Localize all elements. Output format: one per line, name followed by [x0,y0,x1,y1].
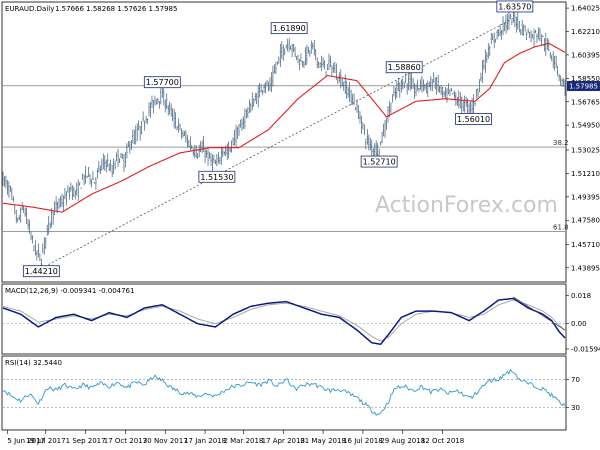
price-annotation-label: 1.51530 [200,173,233,182]
price-annotation-label: 1.61890 [273,24,306,33]
x-tick-label: 19 Jul 2017 [26,437,66,445]
x-tick-label: 17 Oct 2017 [104,437,147,445]
rsi-title: RSI(14) 32.5440 [5,359,62,367]
x-tick-label: 2 Mar 2018 [223,437,263,445]
price-annotation-box [455,113,492,125]
x-tick-label: 12 Oct 2018 [421,437,464,445]
price-levels: 38.2 61.8 [3,85,569,232]
x-tick-label: 17 Jan 2018 [184,437,226,445]
macd-panel: MACD(12,26,9) -0.009341 -0.004761 0.0180… [1,283,600,355]
x-tick-label: 5 Jun 2017 [7,437,45,445]
price-y-axis: 1.64025 1.62210 1.60395 1.58550 1.56765 1.549… [566,5,600,272]
rsi-panel-frame [1,355,567,431]
price-y-tick-label: 1.60395 [571,51,600,59]
price-annotation-label: 1.44210 [25,267,58,276]
macd-title: MACD(12,26,9) -0.009341 -0.004761 [5,287,134,295]
macd-y-axis: 0.018 0.00 -0.015941 [566,292,600,353]
price-annotation-box [360,155,398,168]
fib-level-label: 38.2 [553,139,569,147]
x-tick-label: 30 Nov 2017 [143,437,188,445]
x-tick-label: 16 Jul 2018 [343,437,383,445]
macd-y-tick-label: 0.018 [571,292,591,300]
price-annotation-label: 1.57700 [146,78,179,87]
price-y-tick-label: 1.64025 [571,5,600,13]
symbol-label: EURAUD.Daily [5,5,54,13]
current-price-box [567,81,600,92]
price-series [2,7,566,267]
x-tick-label: 29 Aug 2018 [380,437,425,445]
x-tick-label: 17 Apr 2018 [262,437,305,445]
current-price-label: 1.57985 [569,83,598,91]
price-trendline [41,17,516,269]
price-y-tick-label: 1.62210 [571,28,600,36]
rsi-panel: RSI(14) 32.5440 70 30 [1,355,580,431]
price-y-tick-label: 1.51210 [571,170,600,178]
price-annotation-label: 1.52710 [363,158,396,167]
macd-y-tick-label: -0.015941 [571,345,600,353]
macd-y-tick-label: 0.00 [571,320,587,328]
price-y-tick-label: 1.43895 [571,264,600,272]
price-panel-frame [1,1,567,283]
price-annotation-label: 1.58860 [388,63,421,72]
x-tick-label: 1 Sep 2017 [66,437,106,445]
price-y-tick-label: 1.53025 [571,146,600,154]
price-annotations: 1.44210 1.57700 1.51530 1.61890 1.52710 1.588… [22,0,534,278]
price-annotation-box [385,61,423,74]
macd-panel-frame [1,283,567,355]
rsi-y-tick-label: 70 [571,376,580,384]
x-tick-label: 31 May 2018 [300,437,346,445]
price-y-tick-label: 1.47580 [571,217,600,225]
macd-trendline [513,296,566,331]
price-y-tick-label: 1.56765 [571,98,600,106]
price-annotation-box [22,265,60,278]
macd-line [2,297,566,346]
price-panel: EURAUD.Daily 1.57666 1.58268 1.57626 1.5… [1,0,600,283]
rsi-y-axis: 70 30 [566,376,580,412]
rsi-y-tick-label: 30 [571,404,580,412]
price-annotation-box [198,170,236,183]
price-y-tick-label: 1.54950 [571,122,600,130]
price-annotation-label: 1.63570 [498,2,531,11]
price-y-tick-label: 1.58550 [571,75,600,83]
ohlc-readout: 1.57666 1.58268 1.57626 1.57985 [55,5,177,13]
moving-average-line [2,42,566,213]
price-y-tick-label: 1.45710 [571,241,600,249]
price-annotation-box [270,22,308,35]
fib-level-label: 61.8 [553,223,569,231]
rsi-line [2,368,566,416]
price-annotation-box [496,0,534,13]
watermark: ActionForex.com [375,193,558,218]
rsi-levels [3,378,565,409]
price-annotation-box [143,76,181,89]
price-y-tick-label: 1.49395 [571,193,600,201]
price-annotation-label: 1.56010 [457,115,490,124]
